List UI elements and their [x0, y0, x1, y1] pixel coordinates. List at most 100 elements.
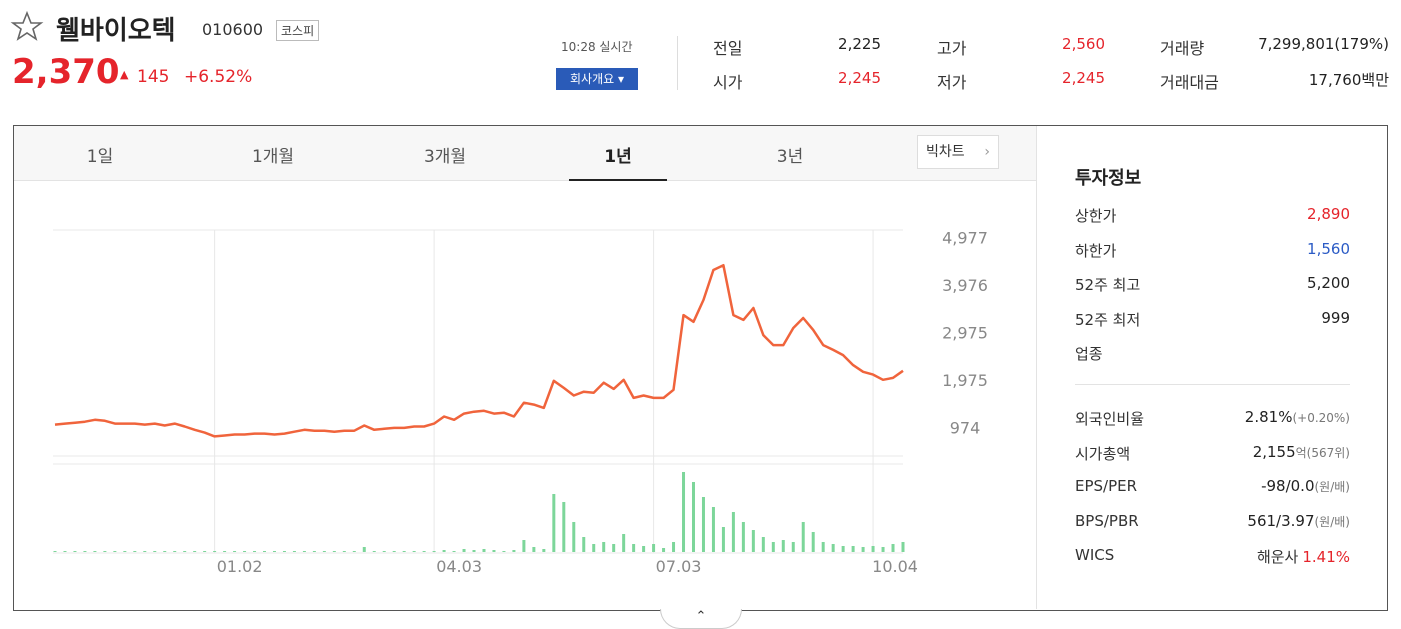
volume-bar: [253, 551, 257, 552]
volume-bar: [532, 547, 536, 552]
volume-bar: [901, 542, 905, 552]
info-sub: (+0.20%): [1292, 411, 1350, 425]
volume-bar: [352, 551, 356, 552]
current-price: 2,370: [12, 52, 120, 92]
divider: [1075, 384, 1350, 385]
change-percent: +6.52%: [184, 67, 253, 87]
volume-bar: [482, 549, 486, 552]
info-number: 561/3.97: [1247, 511, 1315, 530]
info-label: WICS: [1075, 546, 1115, 564]
volume-bar: [302, 551, 306, 552]
quote-number: 17,760: [1308, 71, 1362, 89]
quote-value: 17,760백만: [1219, 69, 1389, 90]
company-button[interactable]: 회사개요 ▾: [556, 68, 638, 90]
volume-bar: [831, 544, 835, 552]
info-value: 2.81%(+0.20%): [1150, 408, 1350, 426]
collapse-button[interactable]: ⌃: [660, 609, 742, 629]
volume-bar: [422, 551, 426, 552]
quote-value: 2,245: [1062, 69, 1105, 87]
chevron: ›: [984, 144, 990, 160]
volume-bar: [183, 551, 187, 552]
volume-bar: [203, 551, 207, 552]
quote-label: 거래대금: [1160, 73, 1219, 92]
volume-bar: [612, 544, 616, 552]
x-tick-label: 04.03: [436, 557, 482, 576]
tab-bar: [14, 126, 1036, 181]
period-tab[interactable]: 1개월: [251, 147, 295, 167]
volume-bar: [282, 551, 286, 552]
period-tab[interactable]: 3개월: [423, 147, 467, 167]
volume-bar: [771, 542, 775, 552]
volume-bar: [522, 540, 526, 552]
volume-bar: [382, 551, 386, 552]
volume-bar: [173, 551, 177, 552]
period-tab-active[interactable]: 1년: [569, 142, 667, 181]
info-label: 시가총액: [1075, 444, 1131, 463]
quote-label: 전일: [713, 39, 743, 58]
volume-bar: [213, 551, 217, 552]
volume-bar: [93, 551, 97, 552]
volume-bar: [711, 507, 715, 552]
volume-bar: [781, 540, 785, 552]
volume-bar: [721, 527, 725, 552]
volume-bar: [851, 546, 855, 552]
volume-bar: [362, 547, 366, 552]
volume-bar: [632, 544, 636, 552]
info-value: 2,155억(567위): [1150, 443, 1350, 461]
volume-bar: [562, 502, 566, 552]
volume-bar: [682, 472, 686, 552]
period-tab[interactable]: 3년: [776, 147, 804, 167]
volume-bar: [701, 497, 705, 552]
info-value: 561/3.97(원/배): [1150, 512, 1350, 530]
info-value: 2,890: [1307, 205, 1350, 223]
quote-label: 시가: [713, 73, 743, 92]
stock-code: 010600: [202, 20, 264, 39]
market-badge: 코스피: [276, 20, 320, 41]
volume-bar: [652, 544, 656, 552]
quote-label: 거래량: [1160, 39, 1205, 58]
volume-bar: [801, 522, 805, 552]
volume-bar: [312, 551, 316, 552]
panel-title: 투자정보: [1075, 168, 1142, 189]
quote-value: 2,560: [1062, 35, 1105, 53]
period-tab[interactable]: 1일: [86, 147, 114, 167]
volume-bar: [392, 551, 396, 552]
big-chart-button[interactable]: 빅차트 ›: [917, 135, 999, 169]
volume-bar: [791, 542, 795, 552]
volume-bar: [263, 551, 267, 552]
quote-label: 고가: [937, 39, 967, 58]
x-tick-label: 01.02: [217, 557, 263, 576]
button-label: 회사개요: [569, 72, 615, 86]
volume-bar: [642, 546, 646, 552]
info-value: 해운사 1.41%: [1150, 546, 1350, 567]
volume-bar: [133, 551, 137, 552]
star-icon[interactable]: [10, 10, 44, 42]
y-tick-label: 4,977: [942, 228, 988, 247]
info-sub: 억(567위): [1295, 445, 1350, 460]
volume-bar: [123, 551, 127, 552]
volume-bar: [103, 551, 107, 552]
volume-bar: [432, 551, 436, 552]
volume-bar: [691, 482, 695, 552]
volume-bar: [73, 551, 77, 552]
update-time: 10:28 실시간: [561, 40, 633, 54]
info-value: -98/0.0(원/배): [1150, 477, 1350, 495]
quote-unit: 백만: [1361, 71, 1389, 89]
volume-bar: [472, 550, 476, 552]
info-sub: 1.41%: [1302, 548, 1350, 566]
volume-bar: [372, 551, 376, 552]
price-line: [54, 263, 904, 438]
divider: [677, 36, 678, 90]
price-chart: 4,977 3,976 2,975 1,975 974 01.02 04.03 07.03 10…: [53, 228, 988, 576]
volume-bar: [113, 551, 117, 552]
volume-bar: [292, 551, 296, 552]
volume-bar: [442, 550, 446, 552]
x-tick-label: 07.03: [656, 557, 702, 576]
info-label: 52주 최저: [1075, 310, 1141, 329]
volume-bar: [332, 551, 336, 552]
quote-value: 2,225: [838, 35, 881, 53]
volume-bar: [622, 534, 626, 552]
volume-bar: [462, 549, 466, 552]
info-number: -98/0.0: [1261, 477, 1315, 495]
